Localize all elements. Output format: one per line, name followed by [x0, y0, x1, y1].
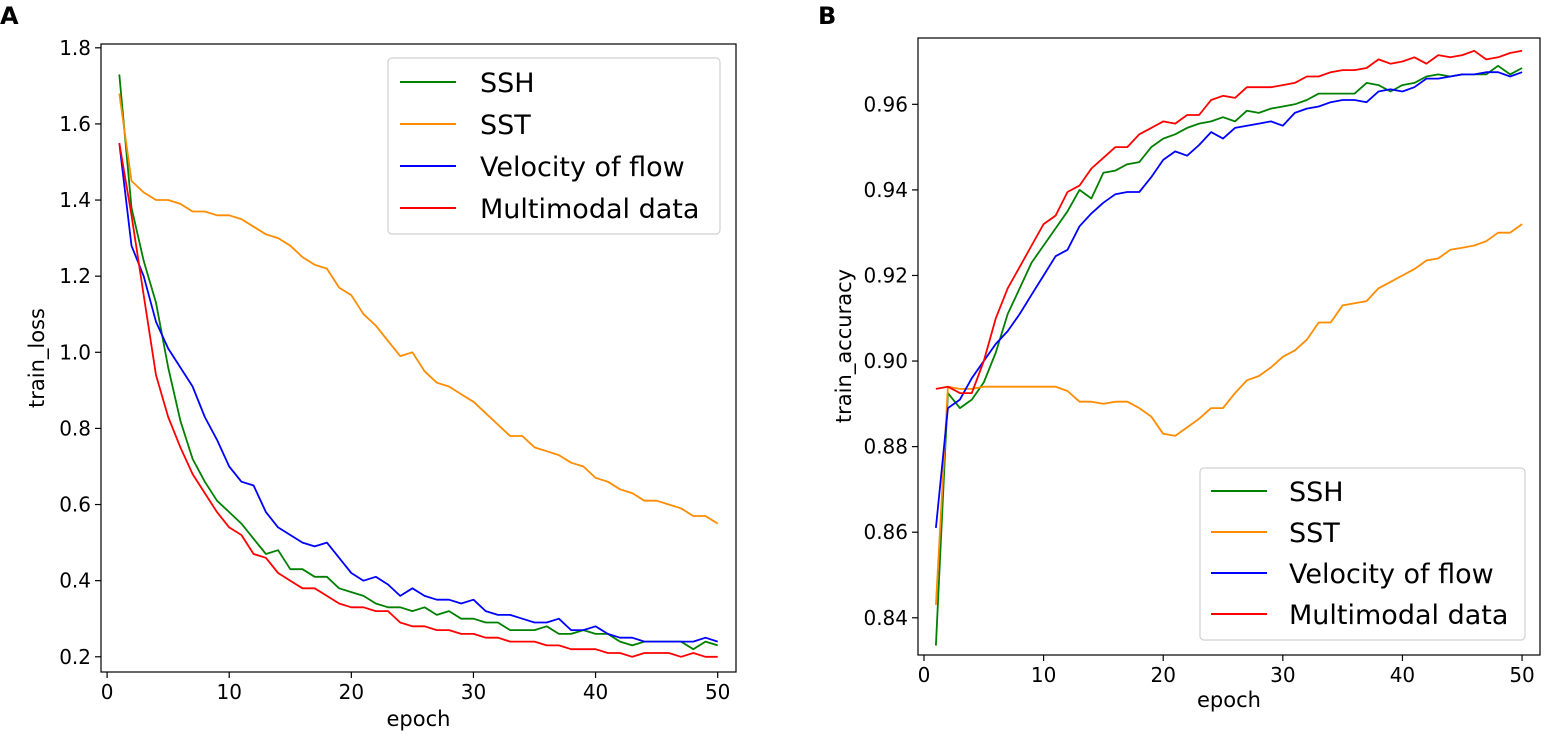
panel-a-y-tick-label: 1.0 — [59, 340, 91, 364]
panel-b-x-axis-label: epoch — [1197, 688, 1261, 712]
panel-b-legend: SSH SST Velocity of flow Multimodal data — [1199, 467, 1526, 641]
panel-b-y-tick-label: 0.92 — [863, 263, 908, 287]
panel-b-x-tick-label: 40 — [1390, 663, 1415, 687]
panel-a-plot-frame — [100, 43, 737, 673]
panel-b-series-line-sst — [935, 223, 1523, 605]
panel-b-legend-box — [1199, 467, 1526, 641]
panel-a-y-tick-label: 1.2 — [59, 264, 91, 288]
panel-b-legend-label-ssh: SSH — [1289, 477, 1344, 508]
panel-b-x-tick-label: 30 — [1270, 663, 1295, 687]
panel-a-ticks: 0 10 20 30 40 50 0.2 0.4 0.6 0.8 1.0 1.2 1.4 1.6 1.8 — [59, 36, 730, 704]
panel-a-legend-label-multimodal-data: Multimodal data — [480, 194, 699, 225]
panel-b-ticks: 0 10 20 30 40 50 0.84 0.86 0.88 0.90 0.92 0.94 0.96 — [863, 92, 1534, 687]
panel-b: B 0 10 20 30 40 50 0.84 0.86 0.88 0.90 0.92 0.94 0.9… — [818, 2, 1541, 712]
panel-a-legend-label-velocity-of-flow: Velocity of flow — [480, 152, 685, 183]
panel-a-y-tick-label: 0.2 — [59, 645, 91, 669]
panel-a-legend-box — [387, 57, 721, 235]
panel-a-y-axis-label: train_loss — [25, 308, 50, 408]
panel-b-y-tick-label: 0.84 — [863, 606, 908, 630]
panel-b-y-tick-label: 0.90 — [863, 349, 908, 373]
panel-b-y-tick-label: 0.88 — [863, 435, 908, 459]
panel-a-series-lines — [118, 74, 719, 658]
panel-b-series-line-ssh — [935, 64, 1523, 646]
panel-b-x-tick-label: 20 — [1150, 663, 1175, 687]
panel-b-legend-label-sst: SST — [1289, 518, 1340, 549]
panel-b-legend-label-multimodal-data: Multimodal data — [1289, 600, 1508, 631]
panel-a-legend-label-ssh: SSH — [480, 68, 535, 99]
panel-a-x-tick-label: 10 — [216, 680, 241, 704]
panel-a-y-tick-label: 1.8 — [59, 36, 91, 60]
panel-a-y-tick-label: 0.4 — [59, 569, 91, 593]
panel-a-legend-label-sst: SST — [480, 110, 531, 141]
panel-b-series-lines — [935, 49, 1523, 646]
panel-a-y-tick-label: 0.6 — [59, 493, 91, 517]
panel-a-series-line-ssh — [118, 74, 718, 651]
panel-a-series-line-velocity-of-flow — [118, 142, 718, 643]
panel-b-x-tick-label: 0 — [918, 663, 931, 687]
panel-a-legend: SSH SST Velocity of flow Multimodal data — [387, 57, 721, 235]
panel-b-y-tick-label: 0.94 — [863, 178, 908, 202]
panel-b-legend-label-velocity-of-flow: Velocity of flow — [1289, 559, 1494, 590]
panel-a-y-tick-label: 1.6 — [59, 112, 91, 136]
panel-a-x-tick-label: 20 — [339, 680, 364, 704]
panel-b-series-line-velocity-of-flow — [935, 71, 1523, 528]
panel-b-letter: B — [818, 2, 836, 30]
panel-a-series-line-multimodal-data — [118, 142, 718, 658]
panel-b-x-tick-label: 50 — [1509, 663, 1534, 687]
panel-a-x-tick-label: 40 — [583, 680, 608, 704]
panel-a-x-tick-label: 0 — [101, 680, 114, 704]
panel-a-letter: A — [0, 2, 19, 30]
panel-b-y-axis-label: train_accuracy — [832, 269, 857, 423]
panel-b-y-tick-label: 0.96 — [863, 92, 908, 116]
panel-a-series-line-sst — [118, 93, 719, 525]
panel-b-x-tick-label: 10 — [1031, 663, 1056, 687]
panel-b-y-tick-label: 0.86 — [863, 520, 908, 544]
panel-a-y-tick-label: 0.8 — [59, 416, 91, 440]
panel-a: A 0 10 20 30 40 50 0.2 0.4 0.6 0.8 1.0 1.2 1.4 1.6 1.8… — [0, 2, 737, 731]
panel-a-y-tick-label: 1.4 — [59, 188, 91, 212]
panel-b-plot-frame — [917, 37, 1541, 656]
panel-b-series-line-multimodal-data — [935, 49, 1523, 395]
panel-a-x-axis-label: epoch — [387, 707, 451, 731]
panel-a-x-tick-label: 30 — [461, 680, 486, 704]
panel-a-x-tick-label: 50 — [705, 680, 730, 704]
